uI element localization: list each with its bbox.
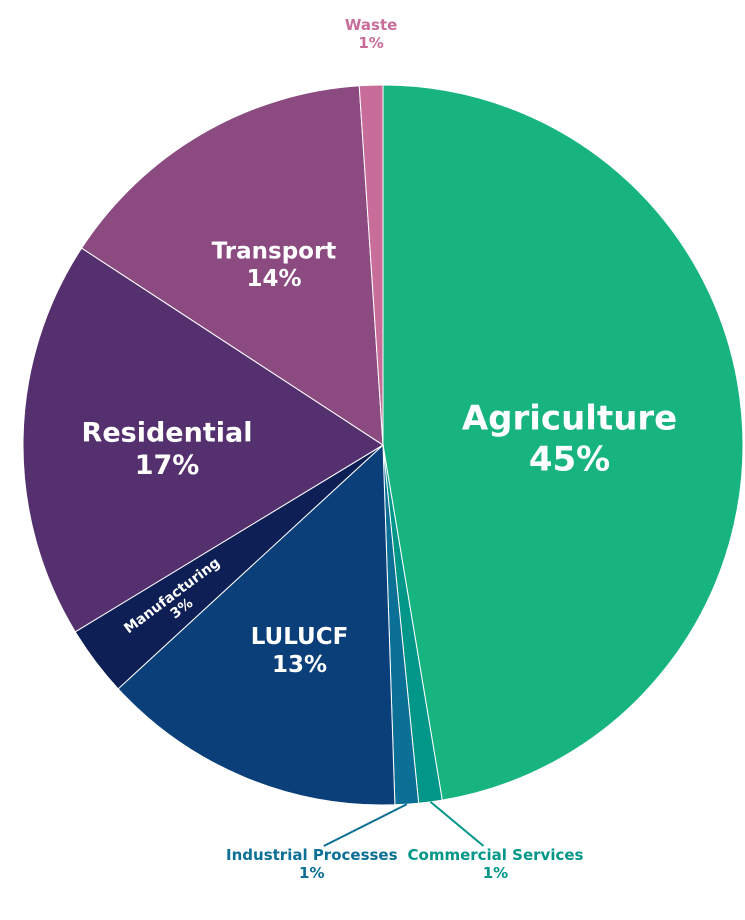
slice-label: Commercial Services 1% <box>408 846 584 882</box>
slice-value: 1% <box>483 864 508 882</box>
slice-name: Transport <box>212 239 337 265</box>
slice-label: Industrial Processes 1% <box>226 846 398 882</box>
slice-name: Industrial Processes <box>226 846 398 864</box>
slice-name: LULUCF <box>251 624 349 650</box>
slice-value: 45% <box>529 439 610 479</box>
slice-label: Waste 1% <box>345 16 397 52</box>
slice-name: Residential <box>82 417 253 448</box>
slice-label: Agriculture 45% <box>462 399 677 480</box>
leader-line <box>323 803 408 847</box>
slice-value: 1% <box>358 34 383 52</box>
slice-label: LULUCF 13% <box>251 624 349 678</box>
leader-line <box>429 801 485 847</box>
slice-value: 14% <box>246 266 301 292</box>
slice-value: 17% <box>135 450 200 481</box>
pie-slice <box>22 247 384 633</box>
slice-label: Residential 17% <box>82 417 253 480</box>
pie-slice <box>358 84 384 446</box>
slice-name: Waste <box>345 16 397 34</box>
pie-slice <box>80 85 384 446</box>
pie-slice <box>382 84 744 801</box>
slice-name: Agriculture <box>462 399 677 439</box>
slice-value: 13% <box>272 652 327 678</box>
slice-name: Commercial Services <box>408 846 584 864</box>
slice-value: 1% <box>299 864 324 882</box>
pie-slice <box>117 443 396 806</box>
slice-label: Transport 14% <box>212 239 337 293</box>
